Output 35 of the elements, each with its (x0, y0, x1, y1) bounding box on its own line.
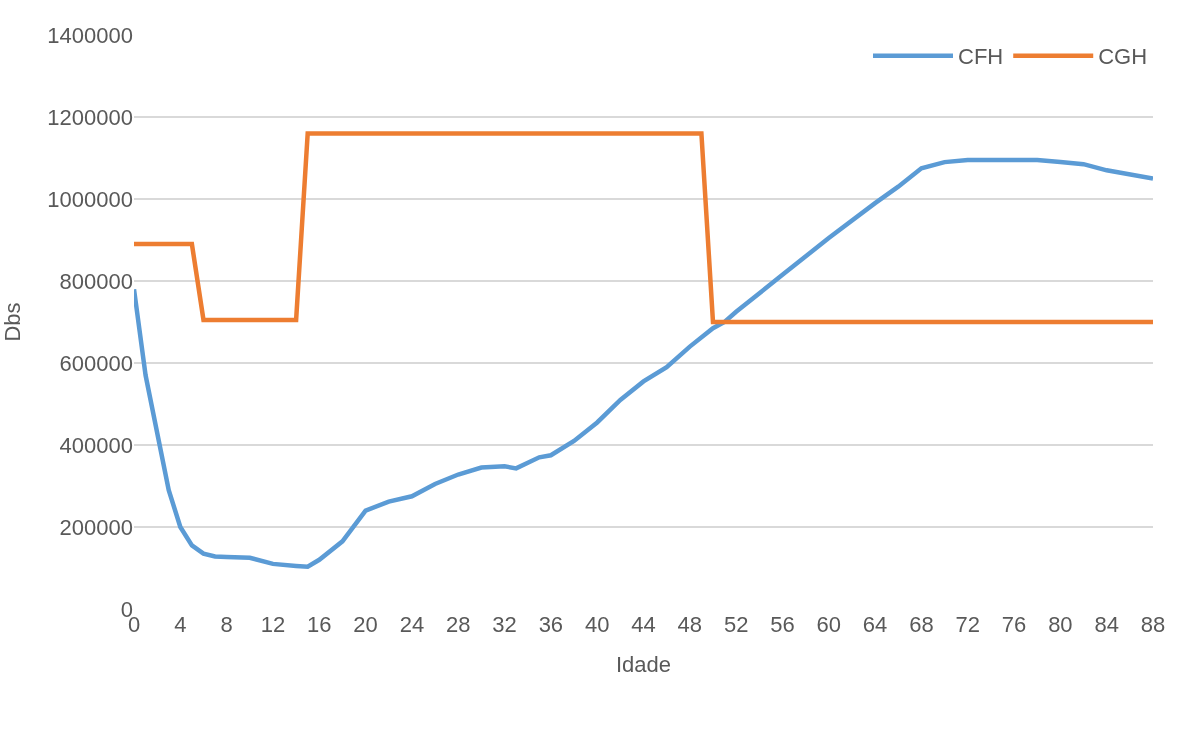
y-tick-label: 400000 (59, 432, 133, 458)
line-series (134, 157, 1153, 570)
x-tick-label: 20 (353, 612, 378, 637)
x-tick-label: 40 (584, 612, 610, 637)
x-tick-label: 8 (220, 612, 233, 637)
x-tick-label: 68 (909, 612, 934, 637)
x-axis-title: Idade (615, 651, 672, 677)
x-tick-label: 16 (307, 612, 332, 637)
y-tick-label: 1000000 (47, 186, 133, 212)
x-tick-label: 48 (677, 612, 703, 637)
y-tick-label: 1400000 (47, 22, 133, 48)
y-tick-label: 800000 (59, 268, 133, 294)
x-tick-label: 84 (1094, 612, 1119, 637)
legend-label: CGH (1098, 44, 1148, 70)
x-tick-label: 64 (862, 612, 888, 637)
y-axis-title: Dbs (0, 302, 26, 342)
legend-label: CFH (958, 44, 1004, 70)
x-tick-label: 36 (538, 612, 564, 637)
x-tick-label: 88 (1140, 612, 1166, 637)
x-tick-label: 24 (399, 612, 425, 637)
x-tick-label: 4 (174, 612, 187, 637)
y-tick-label: 1200000 (47, 104, 133, 130)
x-tick-label: 72 (955, 612, 980, 637)
x-tick-label: 44 (631, 612, 656, 637)
x-tick-label: 12 (260, 612, 286, 637)
y-tick-label: 200000 (59, 514, 133, 540)
x-tick-label: 32 (492, 612, 517, 637)
line-series (134, 131, 1153, 325)
x-tick-label: 56 (770, 612, 795, 637)
x-tick-label: 80 (1048, 612, 1073, 637)
x-tick-label: 60 (816, 612, 842, 637)
x-tick-label: 28 (445, 612, 471, 637)
x-tick-label: 52 (723, 612, 749, 637)
x-tick-label: 76 (1001, 612, 1027, 637)
y-tick-label: 600000 (59, 350, 133, 376)
